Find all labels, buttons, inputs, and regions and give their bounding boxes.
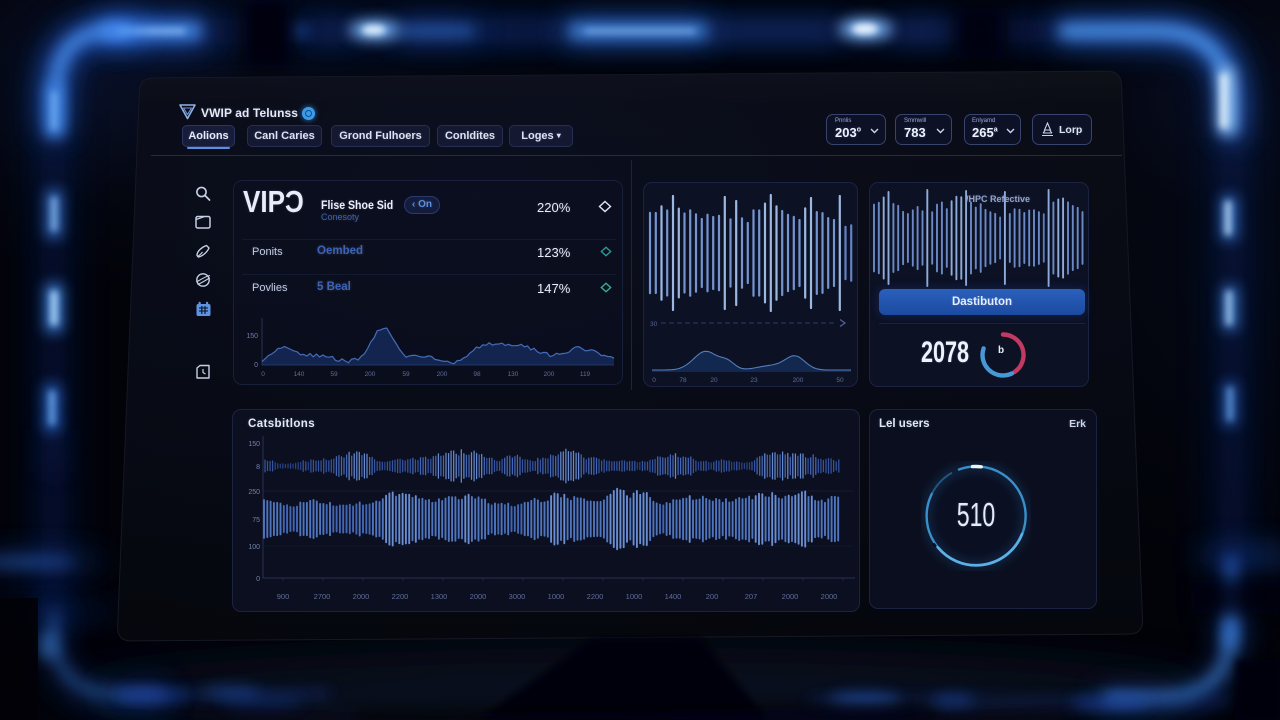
svg-text:3000: 3000 [509,592,526,601]
svg-text:250: 250 [248,489,260,496]
svg-text:0: 0 [261,371,265,378]
svg-text:200: 200 [365,371,376,378]
svg-text:150: 150 [248,441,260,448]
svg-text:0: 0 [256,576,260,583]
svg-text:140: 140 [294,371,305,378]
svg-text:150: 150 [246,333,258,340]
svg-text:50: 50 [836,377,844,384]
svg-text:2700: 2700 [314,592,331,601]
svg-text:100: 100 [248,544,260,551]
svg-text:130: 130 [508,371,519,378]
svg-text:0: 0 [254,362,258,369]
svg-text:78: 78 [679,377,687,384]
svg-text:75: 75 [252,517,260,524]
svg-text:30: 30 [650,321,658,328]
svg-text:2000: 2000 [821,592,838,601]
svg-text:98: 98 [473,371,481,378]
svg-text:1400: 1400 [665,592,682,601]
svg-text:200: 200 [706,592,719,601]
svg-text:119: 119 [580,371,591,378]
svg-text:8: 8 [256,464,260,471]
svg-text:23: 23 [750,377,758,384]
svg-text:207: 207 [745,592,758,601]
svg-text:b: b [998,345,1004,356]
svg-text:200: 200 [437,371,448,378]
svg-text:900: 900 [277,592,290,601]
svg-text:2000: 2000 [353,592,370,601]
svg-text:200: 200 [544,371,555,378]
svg-text:59: 59 [402,371,410,378]
svg-text:2200: 2200 [587,592,604,601]
svg-text:20: 20 [710,377,718,384]
svg-text:2000: 2000 [470,592,487,601]
svg-text:200: 200 [793,377,804,384]
svg-text:59: 59 [330,371,338,378]
svg-text:1000: 1000 [548,592,565,601]
svg-text:1000: 1000 [626,592,643,601]
svg-text:2200: 2200 [392,592,409,601]
svg-text:0: 0 [652,377,656,384]
svg-text:2000: 2000 [782,592,799,601]
svg-text:1300: 1300 [431,592,448,601]
